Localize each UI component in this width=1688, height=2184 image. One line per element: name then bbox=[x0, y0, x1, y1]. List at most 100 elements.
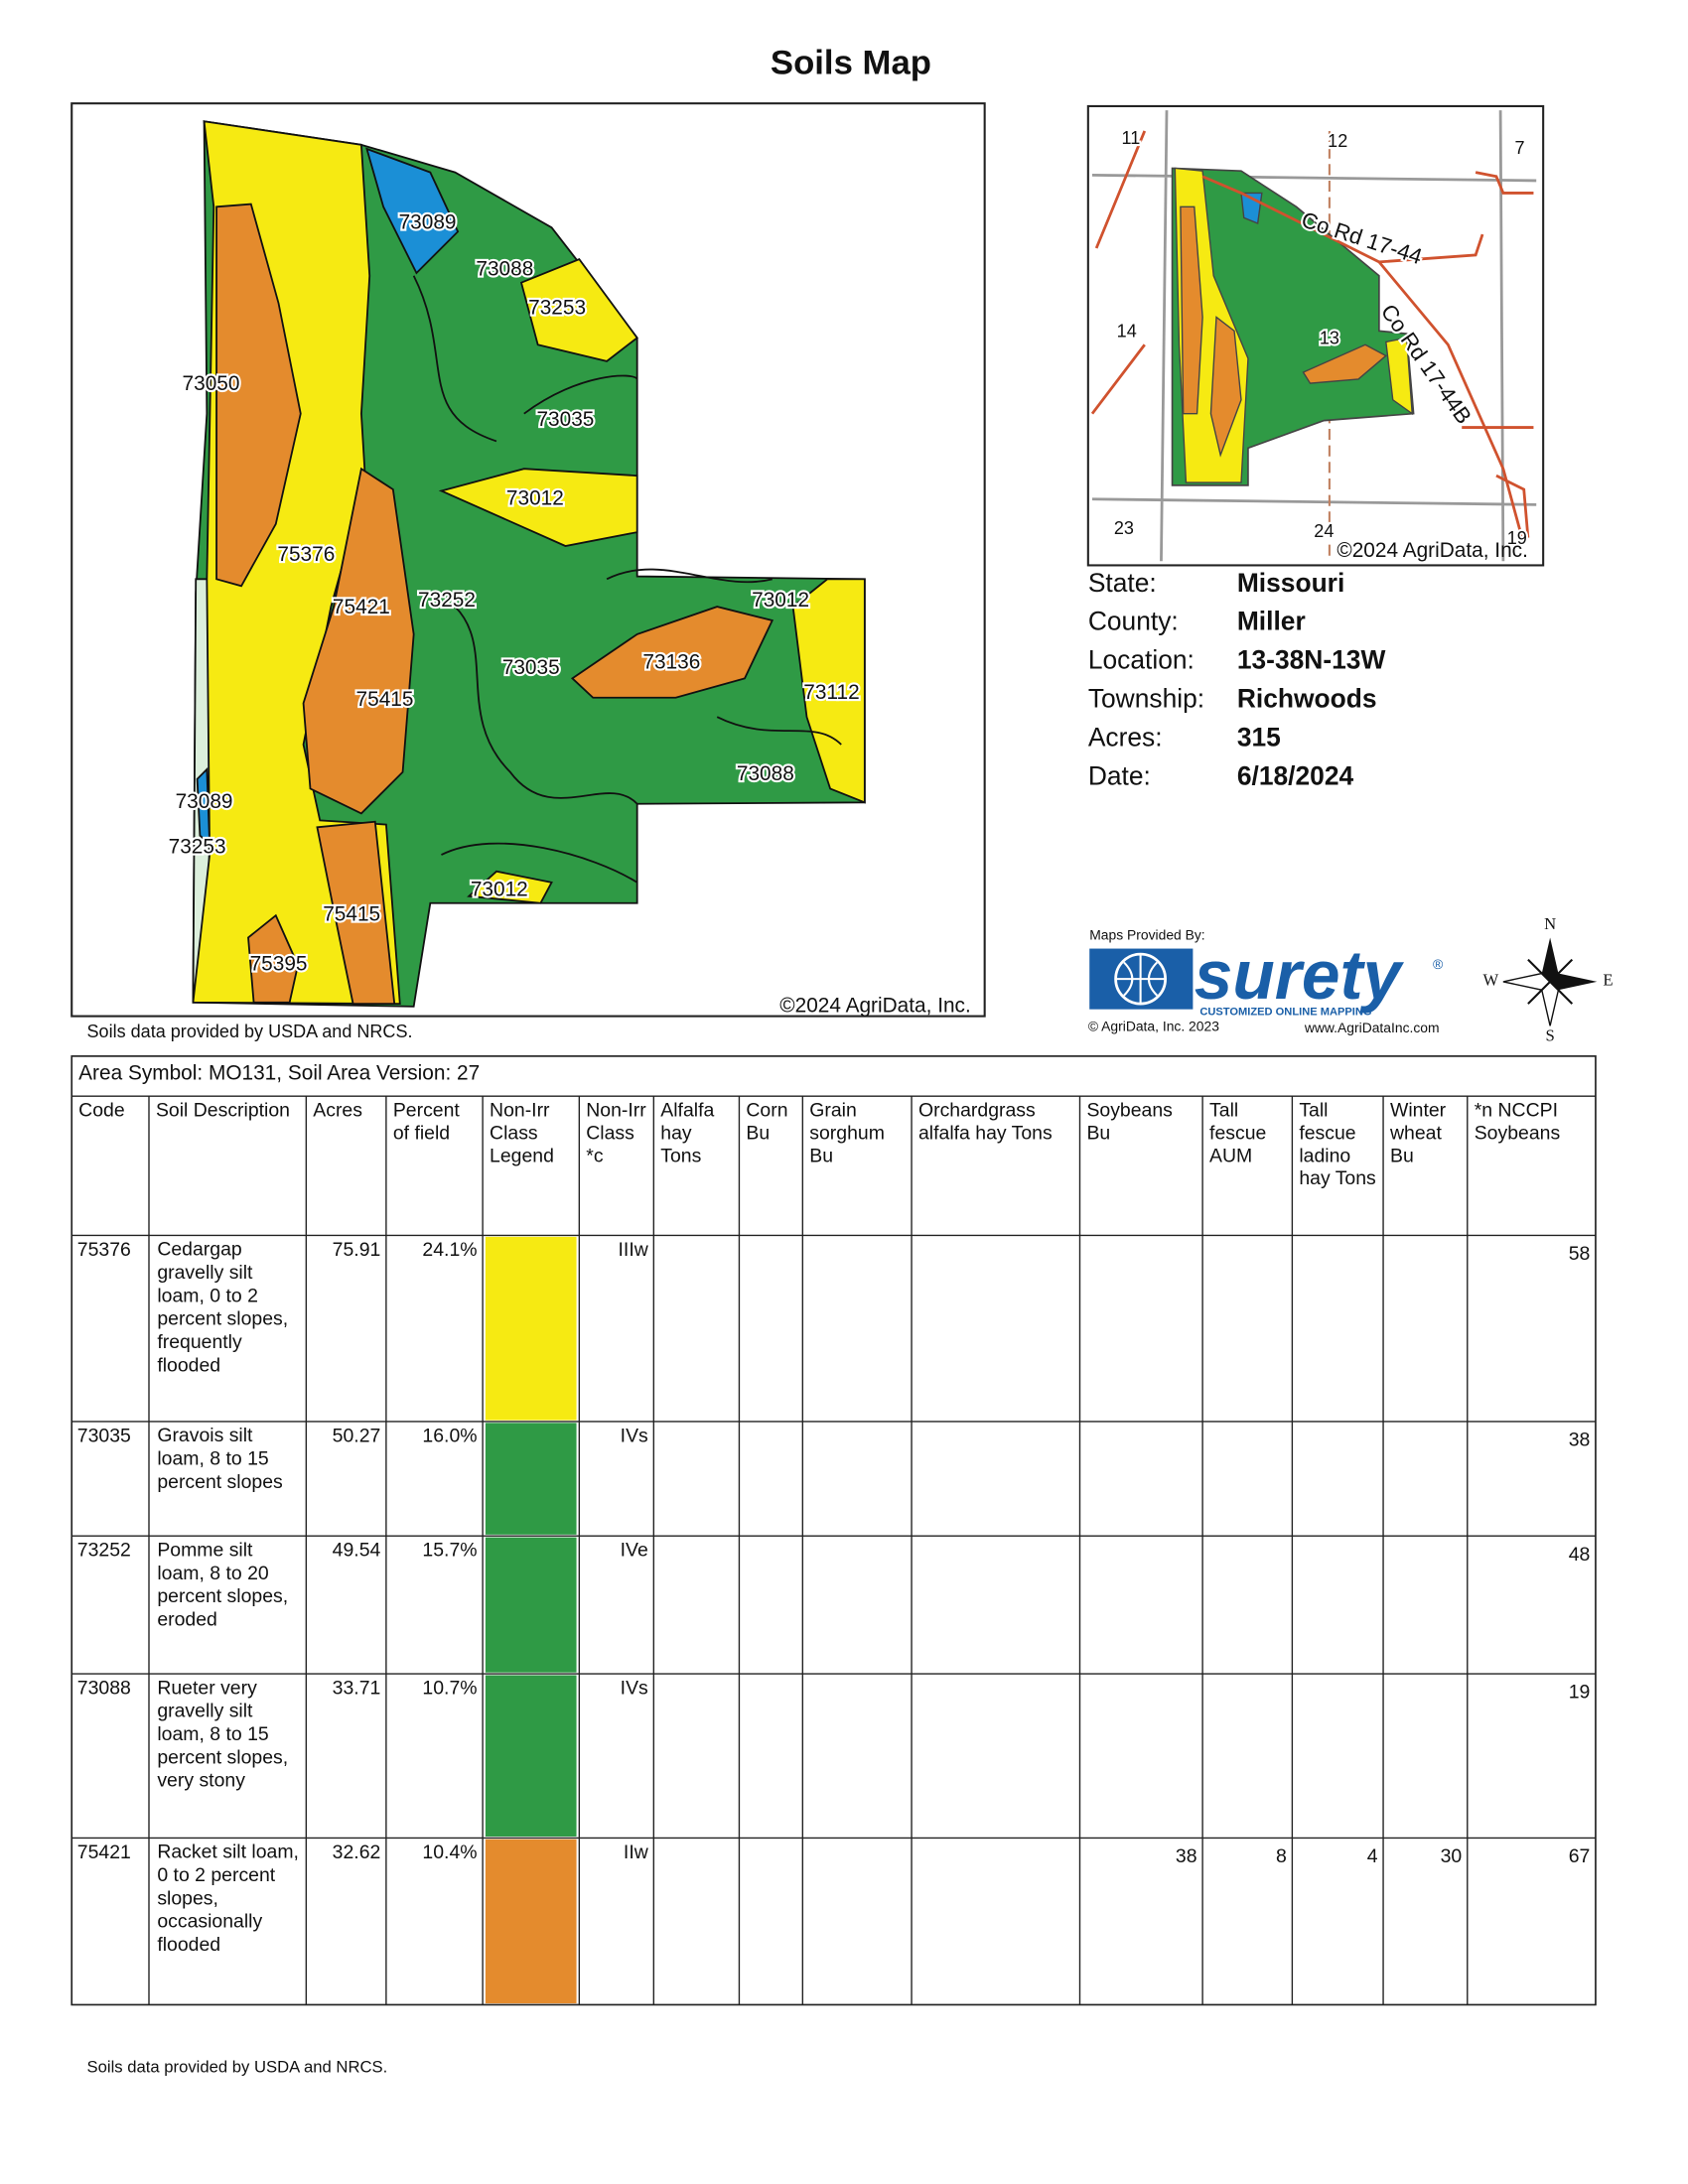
class-legend-swatch bbox=[485, 1537, 577, 1673]
percent-of-field: 24.1% bbox=[422, 1239, 477, 1261]
inset-section-label: 14 bbox=[1117, 321, 1137, 341]
soil-map: 73089 73088 73253 73050 73035 73012 75376 75421… bbox=[70, 102, 986, 1018]
map-soil-label: 73088 bbox=[476, 258, 533, 281]
logo-url: www.AgriDataInc.com bbox=[1304, 1020, 1440, 1035]
soil-code: 75421 bbox=[77, 1842, 131, 1863]
percent-of-field: 16.0% bbox=[422, 1425, 477, 1446]
soil-area bbox=[247, 913, 299, 1004]
map-soil-label: 73035 bbox=[502, 656, 560, 679]
yield-value: 4 bbox=[1367, 1845, 1378, 1867]
column-header: Code bbox=[78, 1100, 124, 1122]
info-value: 13-38N-13W bbox=[1237, 645, 1386, 675]
soil-code: 73252 bbox=[77, 1540, 131, 1562]
info-value: 6/18/2024 bbox=[1237, 760, 1354, 790]
map-soil-label: 73035 bbox=[536, 408, 594, 431]
non-irr-class: IVe bbox=[621, 1540, 648, 1562]
column-header: Percent of field bbox=[393, 1100, 461, 1145]
area-symbol: Area Symbol: MO131, Soil Area Version: 2… bbox=[78, 1061, 480, 1084]
map-copyright: ©2024 AgriData, Inc. bbox=[779, 994, 971, 1017]
logo-registered: ® bbox=[1433, 956, 1443, 972]
class-legend-swatch bbox=[485, 1675, 577, 1837]
yield-value: 38 bbox=[1176, 1845, 1197, 1867]
info-value: Missouri bbox=[1237, 568, 1344, 598]
percent-of-field: 10.7% bbox=[422, 1678, 477, 1700]
logo-tagline: CUSTOMIZED ONLINE MAPPING bbox=[1199, 1006, 1371, 1018]
soil-description: Racket silt loam, 0 to 2 percent slopes, oc… bbox=[157, 1842, 299, 1956]
inset-soil bbox=[1385, 337, 1414, 416]
column-header: Soybeans Bu bbox=[1086, 1100, 1173, 1145]
soil-code: 73088 bbox=[77, 1678, 131, 1700]
map-labels: 73089 73088 73253 73050 73035 73012 75376 75421… bbox=[167, 208, 862, 977]
logo-copyright: © AgriData, Inc. 2023 bbox=[1088, 1018, 1219, 1033]
soil-description: Rueter very gravelly silt loam, 8 to 15 per… bbox=[157, 1678, 288, 1792]
inset-soil bbox=[1302, 343, 1388, 384]
soil-area bbox=[467, 870, 553, 904]
non-irr-class: IVs bbox=[621, 1425, 648, 1446]
column-header: Orchardgrass alfalfa hay Tons bbox=[918, 1100, 1053, 1145]
soil-description: Gravois silt loam, 8 to 15 percent slopes bbox=[157, 1425, 283, 1493]
map-soil-label: 73089 bbox=[176, 790, 233, 813]
map-soil-label: 75376 bbox=[277, 543, 335, 566]
soil-area bbox=[365, 147, 460, 275]
soil-area bbox=[791, 578, 866, 804]
compass: N W E S bbox=[1483, 914, 1614, 1045]
inset-section-label: 12 bbox=[1328, 131, 1347, 151]
inset-section-label: 13 bbox=[1320, 328, 1339, 347]
map-soil-label: 75395 bbox=[250, 953, 308, 976]
info-label: Acres: bbox=[1088, 722, 1163, 751]
info-value: Miller bbox=[1237, 607, 1306, 636]
info-label: Location: bbox=[1088, 645, 1195, 675]
class-legend-swatch bbox=[485, 1839, 577, 2004]
map-soil-label: 73012 bbox=[471, 879, 528, 901]
soil-area bbox=[519, 258, 638, 362]
source-note: Soils data provided by USDA and NRCS. bbox=[87, 1022, 413, 1041]
acres: 49.54 bbox=[333, 1540, 381, 1562]
inset-section-label: 23 bbox=[1114, 518, 1134, 538]
map-soil-label: 73089 bbox=[399, 211, 457, 234]
logo-globe-lines bbox=[1115, 954, 1166, 1005]
info-label: Township: bbox=[1088, 684, 1204, 714]
map-soil-label: 73252 bbox=[418, 589, 476, 612]
road bbox=[1090, 130, 1534, 545]
compass-label: E bbox=[1603, 971, 1613, 990]
column-header: Non-Irr Class Legend bbox=[490, 1100, 554, 1167]
inset-copyright: ©2024 AgriData, Inc. bbox=[1336, 539, 1528, 562]
column-header: Non-Irr Class *c bbox=[586, 1100, 646, 1167]
soil-area bbox=[215, 203, 302, 588]
page-title: Soils Map bbox=[771, 44, 931, 81]
logo-brand: surety bbox=[1195, 936, 1405, 1014]
inset-section-label: 24 bbox=[1314, 521, 1334, 541]
soil-description: Pomme silt loam, 8 to 20 percent slopes, er… bbox=[157, 1540, 288, 1631]
info-value: 315 bbox=[1237, 722, 1281, 751]
map-soil-label: 73253 bbox=[169, 836, 226, 859]
column-header: *n NCCPI Soybeans bbox=[1475, 1100, 1561, 1145]
soil-area bbox=[316, 820, 396, 1006]
info-label: State: bbox=[1088, 568, 1157, 598]
map-soil-label: 73136 bbox=[642, 651, 700, 674]
map-soil-label: 75415 bbox=[356, 688, 414, 711]
soil-area bbox=[302, 467, 415, 815]
compass-label: N bbox=[1544, 914, 1556, 933]
yield-value: 48 bbox=[1569, 1544, 1591, 1566]
map-soil-label: 73253 bbox=[528, 297, 586, 320]
map-soil-label: 73112 bbox=[803, 681, 859, 704]
column-header: Corn Bu bbox=[746, 1100, 787, 1145]
inset-section-label: 19 bbox=[1507, 528, 1527, 548]
info-value: Richwoods bbox=[1237, 684, 1377, 714]
map-soil-label: 75421 bbox=[333, 596, 390, 618]
inset-soil bbox=[1180, 205, 1203, 415]
map-soil-label: 73012 bbox=[752, 589, 809, 612]
inset-section-label: 11 bbox=[1122, 128, 1141, 148]
yield-value: 8 bbox=[1276, 1845, 1287, 1867]
yield-value: 67 bbox=[1569, 1845, 1591, 1867]
column-header: Acres bbox=[313, 1100, 362, 1122]
column-header: Winter wheat Bu bbox=[1389, 1100, 1447, 1167]
info-label: Date: bbox=[1088, 760, 1151, 790]
acres: 33.71 bbox=[333, 1678, 381, 1700]
compass-label: S bbox=[1545, 1025, 1554, 1044]
column-header: Alfalfa hay Tons bbox=[660, 1100, 714, 1167]
soil-area bbox=[196, 766, 211, 847]
inset-soil bbox=[1209, 316, 1242, 458]
